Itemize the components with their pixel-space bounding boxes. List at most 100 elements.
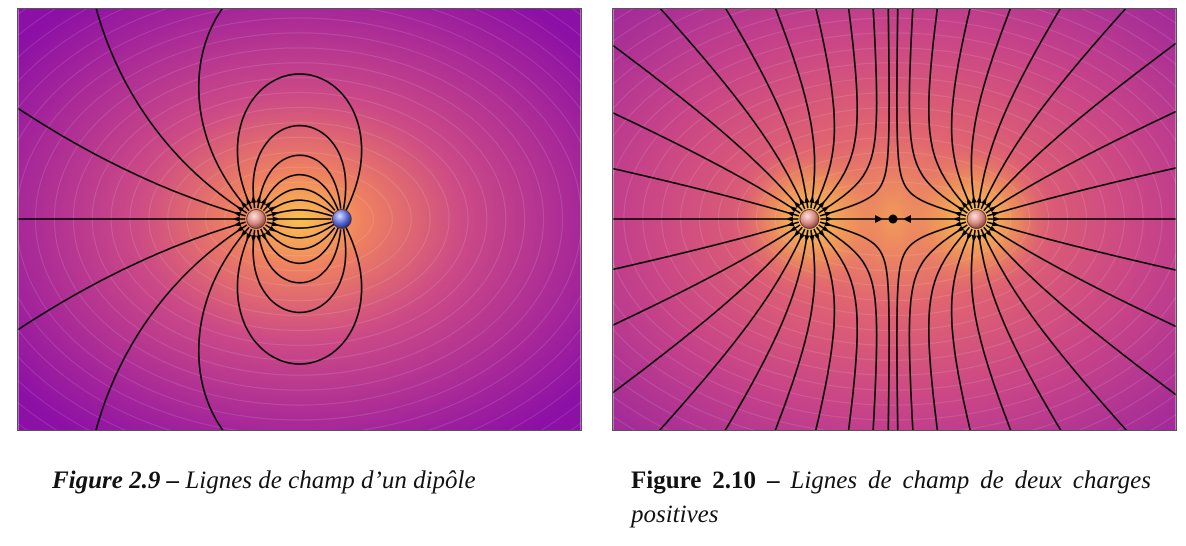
field-line (980, 9, 1127, 210)
field-line (908, 224, 968, 430)
field-arrowhead (985, 229, 993, 238)
field-arrowhead (960, 229, 968, 238)
field-arrowhead (818, 200, 826, 209)
dipole-field-figure (17, 8, 582, 431)
field-arrowhead (960, 200, 968, 209)
field-arrowhead (952, 216, 961, 222)
field-arrowhead (981, 197, 987, 205)
field-arrowhead (809, 235, 815, 243)
field-arrowhead (813, 233, 820, 241)
positive-charge (799, 209, 820, 229)
field-line (265, 199, 335, 215)
field-arrowhead (821, 225, 830, 233)
field-line (197, 9, 250, 212)
field-arrowhead (902, 215, 911, 223)
field-arrowhead (251, 195, 257, 203)
field-arrowhead (956, 205, 965, 213)
field-arrowhead (232, 216, 240, 222)
field-arrowhead (825, 216, 834, 222)
field-line (908, 9, 968, 214)
field-line (257, 229, 342, 284)
field-arrowhead (989, 205, 997, 213)
field-arrowhead (809, 195, 815, 203)
field-line (774, 9, 816, 209)
field-line (197, 226, 250, 430)
field-arrowhead (236, 225, 244, 233)
neutral-point (888, 214, 898, 224)
field-line (928, 226, 971, 430)
field-line (658, 228, 806, 430)
figure-caption-text: Lignes de champ d’un dipôle (185, 467, 476, 494)
charge-ball-negative (331, 209, 352, 229)
field-arrowhead (804, 195, 810, 203)
field-line (928, 9, 971, 212)
field-arrowhead (991, 221, 1000, 227)
field-line (815, 9, 858, 212)
field-line (774, 229, 816, 430)
field-arrowhead (818, 229, 826, 238)
field-arrowhead (821, 205, 830, 213)
field-arrowhead (786, 211, 795, 217)
field-arrowhead (786, 221, 795, 227)
field-arrowhead (271, 221, 280, 227)
two-positive-charges-plot (613, 9, 1176, 430)
field-arrowhead (875, 215, 884, 223)
field-arrowhead (793, 229, 801, 238)
field-arrowhead (971, 235, 977, 243)
field-arrowhead (813, 197, 820, 205)
field-line (260, 226, 340, 265)
field-arrowhead (985, 200, 993, 209)
contour-ring (613, 17, 1176, 421)
field-arrowhead (799, 197, 805, 205)
field-arrowhead (799, 233, 805, 241)
field-arrowhead (236, 205, 244, 213)
field-line (818, 224, 878, 430)
field-line (95, 9, 248, 214)
field-line (262, 226, 336, 250)
field-arrowhead (993, 216, 1001, 222)
field-arrowhead (240, 229, 248, 238)
field-line (236, 226, 363, 365)
charges (799, 209, 987, 229)
field-line (659, 9, 806, 210)
charge-ball-positive (966, 209, 987, 229)
field-line (236, 73, 363, 212)
field-arrowhead (824, 221, 833, 227)
field-line (262, 188, 336, 212)
positive-charge (966, 209, 987, 229)
field-line (896, 9, 967, 217)
field-line (257, 154, 342, 209)
figure-number: Figure 2.9 – (52, 467, 180, 494)
field-arrowhead (785, 216, 793, 222)
field-line (819, 221, 890, 430)
field-line (977, 229, 1062, 430)
field-line (970, 9, 1012, 209)
figure-caption-text: Lignes de champ de deux charges positive… (631, 467, 1152, 528)
field-arrowhead (953, 221, 962, 227)
field-arrowhead (233, 221, 242, 227)
field-arrowhead (265, 200, 273, 209)
field-line (252, 124, 347, 210)
field-line (815, 226, 858, 430)
field-arrowhead (233, 211, 242, 217)
field-arrowhead (966, 197, 973, 205)
charge-ball-positive (246, 209, 267, 229)
field-arrowhead (240, 200, 248, 209)
field-line (985, 224, 1176, 328)
figure-caption-2-10: Figure 2.10 – Lignes de champ de deux ch… (631, 464, 1151, 532)
charges (246, 209, 352, 229)
two-positive-charges-figure (612, 8, 1177, 431)
charge-ball-positive (799, 209, 820, 229)
field-arrowhead (251, 235, 257, 243)
field-arrowhead (793, 200, 801, 209)
field-arrowhead (976, 235, 982, 243)
field-arrowhead (260, 233, 267, 241)
field-line (985, 110, 1176, 214)
field-lines (613, 9, 1176, 430)
positive-charge (246, 209, 267, 229)
field-line (252, 228, 347, 314)
field-arrowhead (989, 225, 997, 233)
field-arrowhead (271, 211, 280, 217)
field-arrowhead (265, 229, 273, 238)
field-arrowhead (966, 233, 973, 241)
